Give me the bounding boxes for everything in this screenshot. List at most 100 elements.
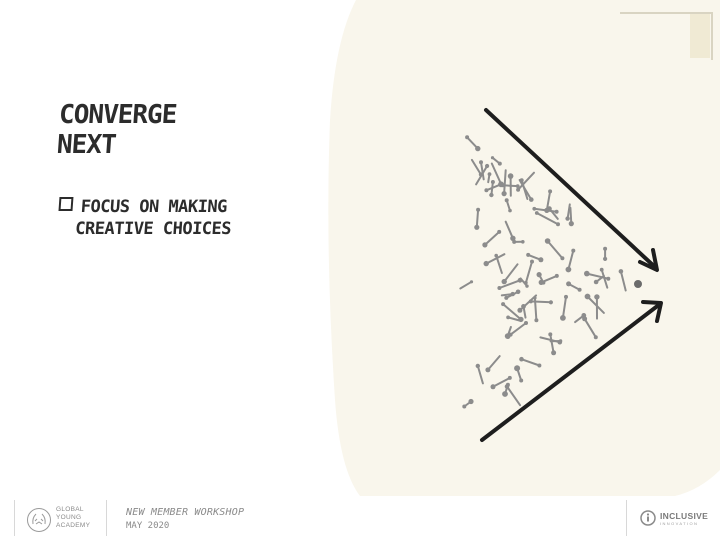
network-node [476, 207, 481, 212]
network-node [507, 375, 512, 380]
network-node [475, 363, 480, 369]
network-node [556, 222, 560, 227]
slide-title: CONVERGE NEXT [56, 100, 177, 160]
network-node [475, 145, 481, 152]
network-node [541, 280, 546, 285]
network-node [510, 291, 515, 297]
network-node [534, 318, 539, 323]
network-node [521, 240, 525, 244]
network-link [583, 317, 597, 339]
network-node [462, 404, 467, 409]
network-link [503, 169, 507, 195]
network-node [504, 333, 511, 339]
network-link [517, 171, 535, 191]
network-node [487, 172, 492, 177]
network-link [535, 212, 559, 226]
network-node [599, 267, 604, 272]
network-node [554, 209, 559, 214]
network-node [618, 269, 624, 274]
network-link [520, 358, 541, 367]
network-node [497, 161, 502, 166]
gya-name: GLOBAL YOUNG ACADEMY [56, 506, 90, 530]
gya-line-2: YOUNG [56, 514, 82, 521]
paper-background [328, 0, 720, 496]
network-node [519, 178, 524, 183]
network-node [584, 293, 591, 300]
bullet-line-1: FOCUS ON MAKING [80, 197, 228, 217]
network-link [459, 280, 473, 290]
network-link [566, 203, 571, 220]
title-line-2: NEXT [55, 130, 117, 160]
network-link [533, 296, 538, 322]
network-link [549, 333, 555, 354]
network-node [548, 300, 554, 305]
network-link [600, 268, 609, 289]
network-node [490, 156, 495, 160]
top-arrow [484, 108, 659, 272]
network-node [544, 238, 551, 244]
network-node [465, 135, 470, 140]
network-node [560, 256, 565, 261]
network-link [506, 385, 522, 407]
network-node [519, 378, 524, 383]
convergence-point [634, 280, 642, 288]
network-node [524, 321, 528, 325]
network-node [505, 382, 510, 387]
network-node [551, 350, 557, 356]
network-node [516, 187, 521, 192]
bullet-item: FOCUS ON MAKING CREATIVE CHOICES [56, 196, 233, 240]
network-link [492, 376, 511, 388]
network-node [517, 307, 523, 313]
network-node [606, 276, 611, 281]
network-link [586, 295, 605, 314]
network-node [534, 211, 539, 215]
network-node [468, 398, 474, 405]
network-node [490, 180, 495, 184]
title-line-1: CONVERGE [58, 100, 178, 130]
network-node [499, 181, 503, 186]
network-node [507, 173, 514, 179]
network-node [565, 266, 572, 273]
network-link [480, 161, 485, 181]
network-node [548, 332, 553, 337]
network-node [532, 206, 537, 211]
network-node [512, 239, 517, 244]
network-link [485, 253, 506, 265]
network-link [569, 206, 573, 225]
network-node [577, 287, 582, 292]
gya-line-1: GLOBAL [56, 506, 84, 513]
network-node [526, 252, 531, 257]
network-node [474, 224, 480, 230]
network-link [539, 336, 561, 344]
footer-divider [626, 500, 627, 536]
network-node [490, 384, 496, 390]
network-link [619, 270, 627, 292]
network-node [497, 286, 502, 290]
network-node [519, 356, 524, 362]
workshop-title: NEW MEMBER WORKSHOP [126, 507, 245, 518]
network-node [504, 198, 509, 203]
network-node [506, 315, 510, 320]
network-node [593, 335, 598, 340]
paper-tab [690, 14, 710, 58]
footer-divider [14, 500, 15, 536]
network-node [489, 192, 494, 198]
network-link [470, 158, 482, 176]
network-link [504, 220, 514, 240]
network-node [582, 316, 588, 322]
network-node [565, 216, 570, 221]
network-node [514, 365, 521, 372]
network-node [501, 302, 506, 307]
network-node [571, 248, 576, 253]
network-node [537, 363, 542, 368]
network-link [486, 355, 501, 371]
network-node [497, 229, 502, 234]
network-node [501, 278, 507, 285]
network-link [498, 279, 521, 289]
network-node [508, 208, 512, 213]
network-node [584, 270, 590, 277]
network-node [536, 272, 542, 278]
network-node [529, 197, 534, 202]
footer-divider [106, 500, 107, 536]
